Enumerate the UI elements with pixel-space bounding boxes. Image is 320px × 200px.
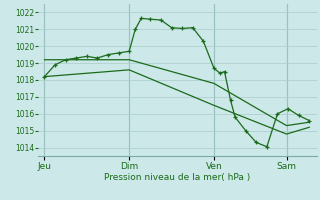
X-axis label: Pression niveau de la mer( hPa ): Pression niveau de la mer( hPa ) bbox=[104, 173, 251, 182]
